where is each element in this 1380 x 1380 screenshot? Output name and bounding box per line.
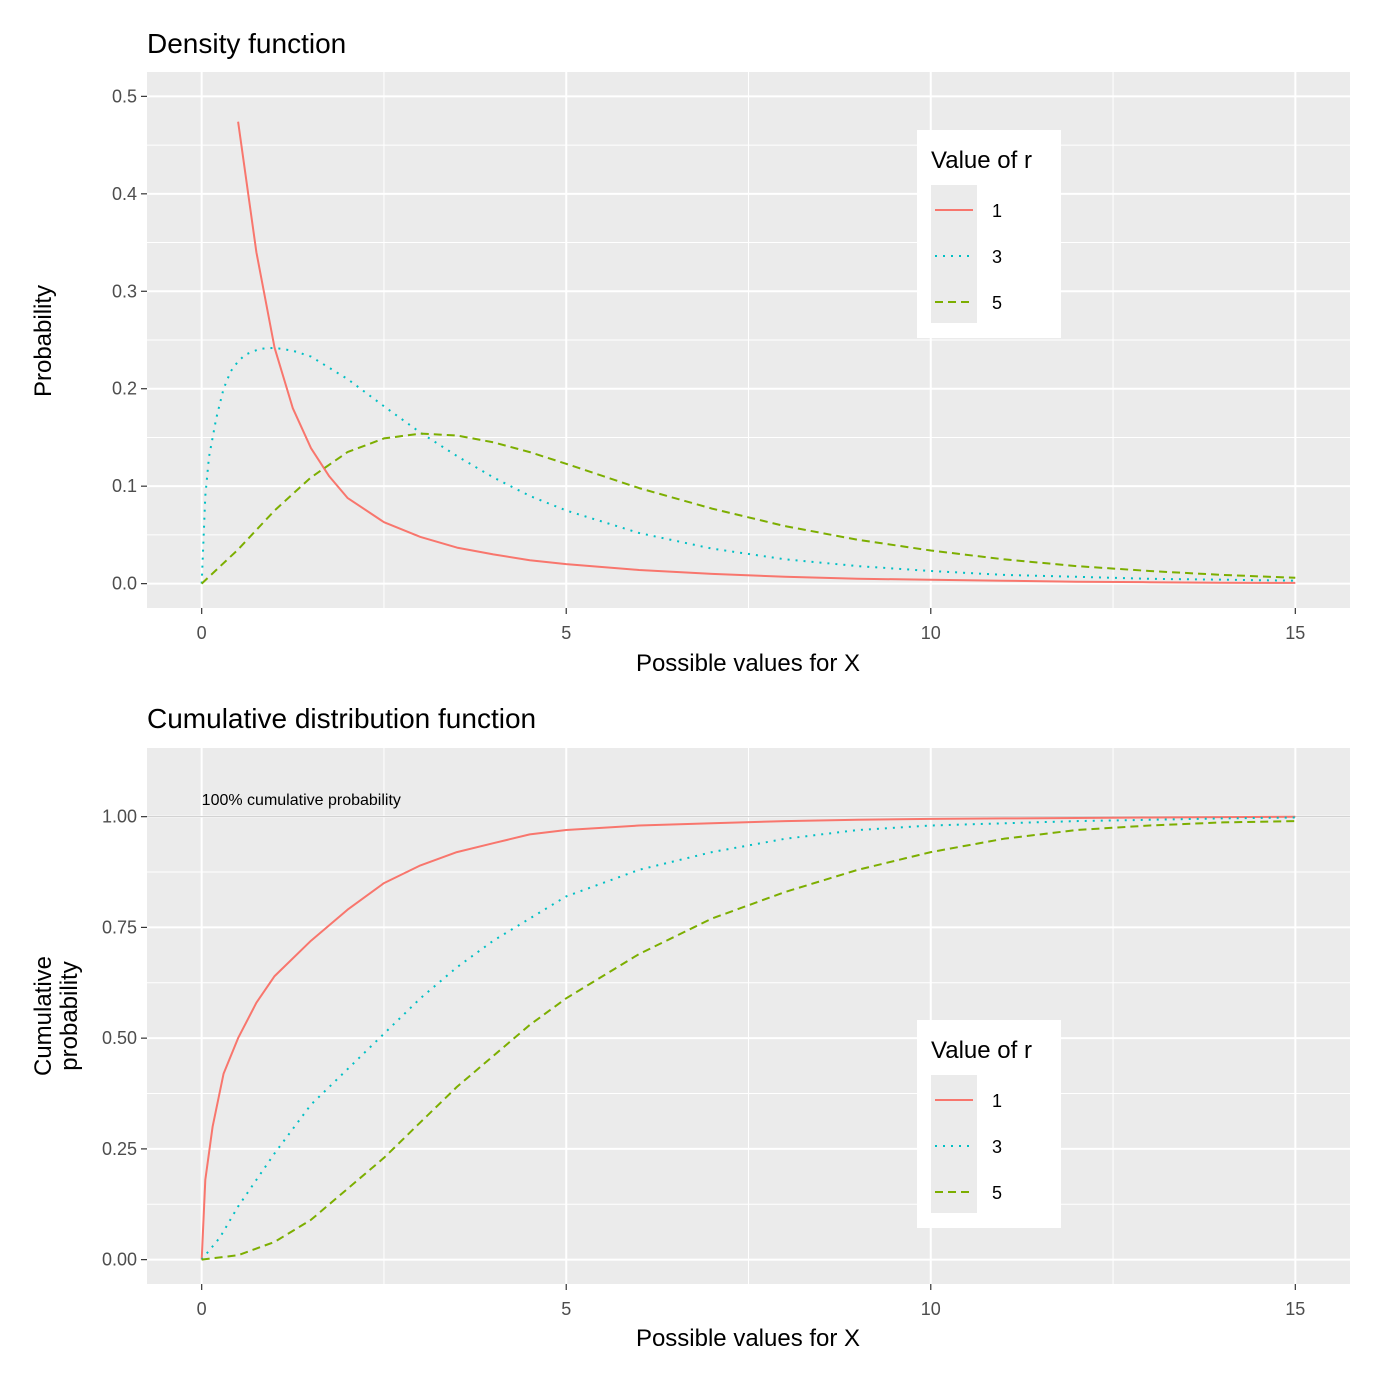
cdf-y-tick-label: 0.25 xyxy=(102,1139,137,1159)
cdf-x-tick-label: 5 xyxy=(561,1299,571,1319)
cdf-y-axis-title: Cumulative probability xyxy=(30,956,83,1076)
cdf-x-tick-label: 10 xyxy=(921,1299,941,1319)
density-legend-label-r3: 3 xyxy=(992,247,1002,267)
density-legend-title: Value of r xyxy=(931,147,1032,174)
density-panel: Density function 0.00.10.20.30.40.5 0 5 10… xyxy=(30,28,1350,677)
density-series-line-r3 xyxy=(200,346,1296,584)
density-x-ticks: 0 5 10 15 xyxy=(197,608,1305,643)
density-legend: Value of r 1 3 5 xyxy=(917,130,1061,338)
density-x-axis-title: Possible values for X xyxy=(636,650,860,677)
cdf-annotation: 100% cumulative probability xyxy=(202,792,401,809)
density-y-tick-label: 0.2 xyxy=(112,379,137,399)
cdf-x-tick-label: 15 xyxy=(1285,1299,1305,1319)
density-y-tick-label: 0.5 xyxy=(112,86,137,106)
cdf-panel: Cumulative distribution function 100% cu… xyxy=(30,703,1350,1352)
cdf-y-tick-label: 1.00 xyxy=(102,807,137,827)
cdf-legend-label-r3: 3 xyxy=(992,1137,1002,1157)
cdf-y-axis-title-line-2: probability xyxy=(56,961,83,1070)
density-legend-label-r5: 5 xyxy=(992,293,1002,313)
cdf-series-group xyxy=(200,815,1296,1261)
cdf-legend-label-r1: 1 xyxy=(992,1091,1002,1111)
density-y-ticks: 0.0 0.1 0.2 0.3 0.4 0.5 xyxy=(112,86,147,594)
density-series-line-r5 xyxy=(201,432,1296,585)
density-legend-label-r1: 1 xyxy=(992,201,1002,221)
density-y-tick-label: 0.1 xyxy=(112,476,137,496)
density-y-tick-label: 0.0 xyxy=(112,574,137,594)
density-title: Density function xyxy=(147,28,346,59)
cdf-legend-title: Value of r xyxy=(931,1037,1032,1064)
density-legend-key-background xyxy=(931,185,977,323)
cdf-series-line-r5 xyxy=(201,820,1296,1261)
cdf-y-tick-label: 0.75 xyxy=(102,917,137,937)
density-x-tick-label: 5 xyxy=(561,623,571,643)
density-gridlines xyxy=(147,72,1350,608)
density-x-tick-label: 0 xyxy=(197,623,207,643)
cdf-x-ticks: 0 5 10 15 xyxy=(197,1284,1305,1319)
density-x-tick-label: 10 xyxy=(921,623,941,643)
cdf-x-tick-label: 0 xyxy=(197,1299,207,1319)
cdf-series-line-r1 xyxy=(200,815,1296,1260)
cdf-y-tick-label: 0.00 xyxy=(102,1250,137,1270)
cdf-legend: Value of r 1 3 5 xyxy=(917,1020,1061,1228)
cdf-x-axis-title: Possible values for X xyxy=(636,1325,860,1352)
cdf-y-axis-title-line-1: Cumulative xyxy=(30,956,57,1076)
density-x-tick-label: 15 xyxy=(1285,623,1305,643)
cdf-y-tick-label: 0.50 xyxy=(102,1028,137,1048)
cdf-title: Cumulative distribution function xyxy=(147,703,536,734)
cdf-y-ticks: 0.00 0.25 0.50 0.75 1.00 xyxy=(102,807,147,1270)
density-y-tick-label: 0.4 xyxy=(112,184,137,204)
density-y-axis-title: Probability xyxy=(30,285,57,397)
cdf-legend-label-r5: 5 xyxy=(992,1183,1002,1203)
density-series-line-r1 xyxy=(237,121,1296,584)
density-y-tick-label: 0.3 xyxy=(112,281,137,301)
density-series-group xyxy=(200,121,1296,585)
cdf-legend-key-background xyxy=(931,1075,977,1213)
